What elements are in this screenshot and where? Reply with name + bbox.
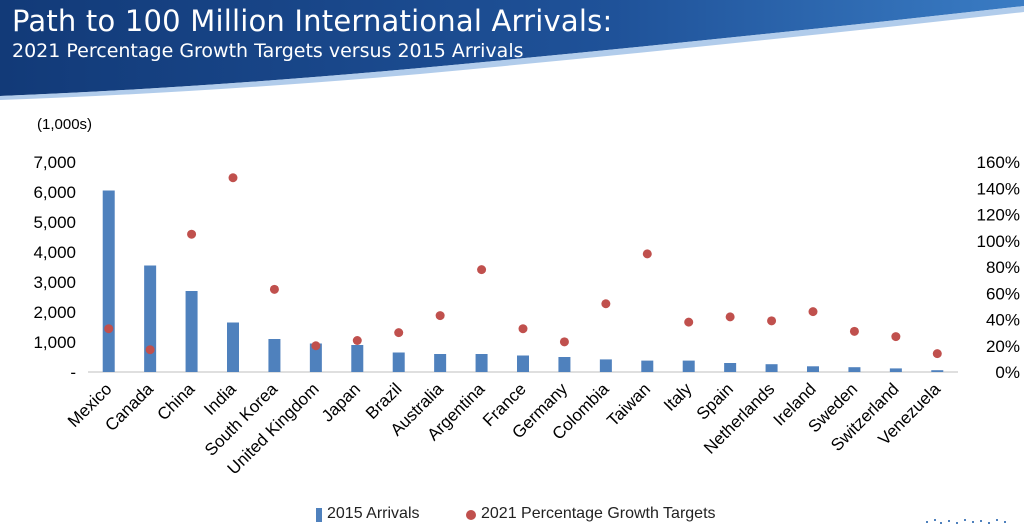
page-subtitle: 2021 Percentage Growth Targets versus 20… xyxy=(12,40,524,62)
chart: - 1,000 2,000 3,000 4,000 5,000 6,000 7,000 0% 20… xyxy=(33,153,1020,478)
legend-growth-label: 2021 Percentage Growth Targets xyxy=(481,505,716,522)
legend-bar-swatch xyxy=(316,508,322,522)
y-right-tick-label: 120% xyxy=(977,206,1020,225)
y-left-tick-label: 7,000 xyxy=(33,153,76,172)
bar-japan xyxy=(351,345,364,372)
dot-netherlands xyxy=(767,316,777,326)
y-left-tick-label: 1,000 xyxy=(33,333,76,352)
bar-netherlands xyxy=(765,364,778,372)
page-title: Path to 100 Million International Arriva… xyxy=(12,4,613,38)
dot-germany xyxy=(559,337,569,347)
bar-colombia xyxy=(599,359,612,372)
y-left-tick-label: 3,000 xyxy=(33,273,76,292)
bar-germany xyxy=(558,357,571,372)
bar-ireland xyxy=(807,366,819,372)
bar-france xyxy=(517,355,529,372)
dot-spain xyxy=(725,312,735,322)
logo-dots xyxy=(926,519,1006,524)
bar-venezuela xyxy=(931,370,944,372)
y-right-tick-label: 0% xyxy=(995,363,1020,382)
bar-united-kingdom xyxy=(309,343,322,372)
bar-argentina xyxy=(475,354,488,372)
bar-brazil xyxy=(392,352,405,372)
dot-france xyxy=(518,324,528,334)
x-tick-label: Italy xyxy=(660,379,696,415)
bar-south-korea xyxy=(268,339,281,372)
y-left-tick-label: 5,000 xyxy=(33,213,76,232)
dot-south-korea xyxy=(269,284,279,294)
y-left-tick-label: 6,000 xyxy=(33,183,76,202)
dot-australia xyxy=(435,311,445,321)
y-right-tick-label: 60% xyxy=(986,284,1020,303)
units-label: (1,000s) xyxy=(37,116,93,133)
dot-argentina xyxy=(477,265,487,275)
x-tick-label: Taiwan xyxy=(603,379,654,430)
dot-sweden xyxy=(849,326,859,336)
y-left-tick-label: - xyxy=(70,363,76,382)
legend-dot-swatch xyxy=(466,510,476,520)
dot-venezuela xyxy=(932,349,942,359)
bar-spain xyxy=(724,363,737,372)
dot-china xyxy=(187,229,197,239)
legend-arrivals-label: 2015 Arrivals xyxy=(327,505,420,522)
y-right-tick-label: 140% xyxy=(977,179,1020,198)
y-right-tick-label: 20% xyxy=(986,337,1020,356)
dot-taiwan xyxy=(642,249,652,259)
bar-sweden xyxy=(848,367,861,372)
bar-mexico xyxy=(102,190,115,372)
dot-switzerland xyxy=(891,332,901,342)
dot-colombia xyxy=(601,299,611,309)
bar-australia xyxy=(434,354,447,372)
x-tick-label: Japan xyxy=(318,379,364,425)
dot-india xyxy=(228,173,238,183)
bar-china xyxy=(185,291,198,372)
bar-switzerland xyxy=(889,368,902,372)
y-left-tick-label: 2,000 xyxy=(33,303,76,322)
bar-india xyxy=(227,322,239,372)
dot-ireland xyxy=(808,307,818,317)
y-right-tick-label: 100% xyxy=(977,232,1020,251)
dot-japan xyxy=(352,336,362,345)
bar-canada xyxy=(144,265,157,372)
bar-italy xyxy=(682,360,695,372)
dot-brazil xyxy=(394,328,404,338)
dot-canada xyxy=(145,345,155,355)
y-left-tick-label: 4,000 xyxy=(33,243,76,262)
x-tick-label: China xyxy=(154,379,199,424)
dot-mexico xyxy=(104,324,114,334)
dot-united-kingdom xyxy=(311,341,321,351)
y-right-tick-label: 40% xyxy=(986,311,1020,330)
header-banner xyxy=(0,0,1024,100)
y-right-tick-label: 80% xyxy=(986,258,1020,277)
dot-italy xyxy=(684,317,694,327)
y-right-tick-label: 160% xyxy=(977,153,1020,172)
bar-taiwan xyxy=(641,360,654,372)
